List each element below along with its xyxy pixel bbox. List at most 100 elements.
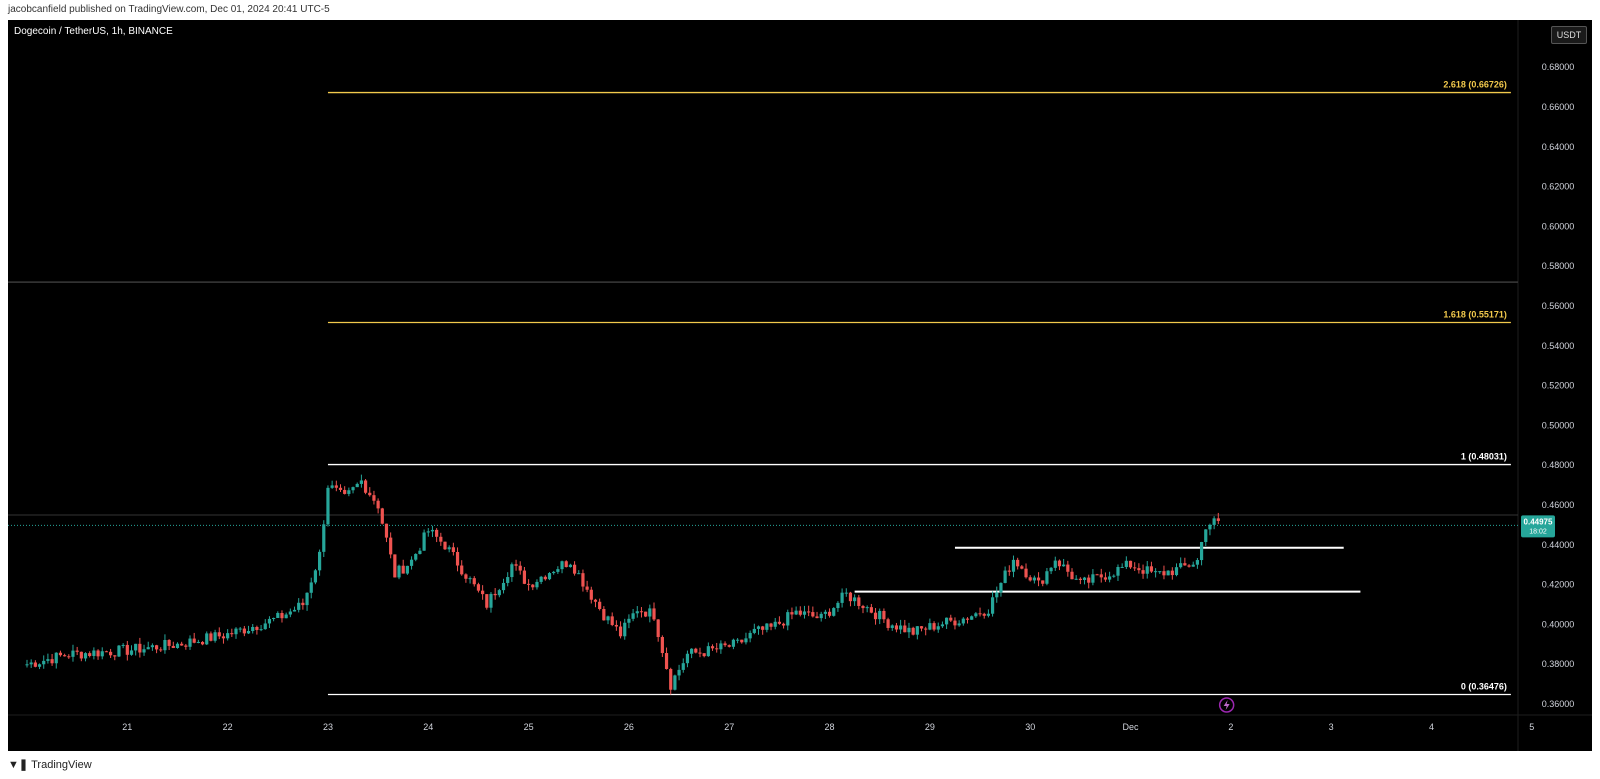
candle-body (184, 645, 188, 647)
candle-body (159, 649, 163, 651)
candle-body (769, 623, 773, 627)
tradingview-logo-icon: ▼❚ (8, 759, 29, 771)
candle-body (37, 664, 42, 667)
candle-body (351, 487, 355, 491)
candle-body (200, 641, 205, 645)
candle-body (489, 593, 493, 608)
candle-body (280, 612, 284, 619)
candle-body (748, 632, 752, 639)
candle-body (1187, 565, 1191, 567)
candle-body (798, 610, 802, 615)
candle-body (121, 644, 125, 646)
candle-body (606, 616, 610, 621)
candle-body (1099, 574, 1103, 578)
candle-body (63, 655, 67, 657)
candle-body (656, 619, 660, 638)
candle-body (723, 643, 727, 646)
candle-body (401, 565, 405, 574)
candle-body (1128, 560, 1133, 568)
candle-body (439, 536, 443, 542)
candle-body (384, 523, 389, 538)
candle-body (1133, 567, 1137, 569)
y-tick-label: 0.44000 (1542, 540, 1575, 550)
candle-body (397, 565, 401, 578)
candle-body (940, 624, 945, 627)
candle-body (539, 576, 543, 582)
candle-body (1003, 570, 1007, 583)
candle-body (501, 582, 506, 591)
candle-body (476, 584, 481, 591)
candle-body (1108, 576, 1112, 580)
candle-body (472, 578, 476, 585)
candle-body (644, 611, 648, 617)
candle-body (447, 547, 451, 550)
candle-body (443, 541, 447, 550)
candle-body (648, 608, 652, 617)
candle-body (29, 662, 33, 665)
candle-body (773, 621, 777, 627)
candle-body (154, 645, 159, 650)
candle-body (1011, 559, 1016, 572)
candle-body (572, 564, 577, 574)
candle-body (585, 586, 589, 590)
candle-body (493, 593, 497, 596)
x-tick-label: 23 (323, 722, 333, 732)
candle-body (226, 633, 230, 639)
candle-body (577, 573, 581, 575)
candle-body (727, 645, 731, 647)
fib-level-label: 2.618 (0.66726) (1443, 80, 1507, 90)
candle-body (1191, 564, 1195, 567)
candle-body (631, 613, 635, 619)
currency-button[interactable]: USDT (1551, 26, 1587, 44)
candle-body (1074, 578, 1078, 580)
lightning-icon[interactable] (1218, 697, 1235, 713)
candle-body (389, 537, 393, 555)
candle-body (844, 592, 848, 594)
fib-level-label: 1 (0.48031) (1461, 452, 1507, 462)
candle-body (1204, 529, 1208, 543)
candle-body (242, 628, 246, 634)
candle-body (961, 618, 965, 624)
candle-body (1112, 575, 1116, 577)
candle-body (878, 610, 882, 620)
candle-body (83, 653, 88, 659)
y-tick-label: 0.50000 (1542, 420, 1575, 430)
range-lines (854, 546, 1361, 593)
x-tick-label: 28 (825, 722, 835, 732)
chart-area[interactable]: 2.618 (0.66726) 1.618 (0.55171) 1 (0.48031… (8, 20, 1592, 751)
candle-body (786, 612, 790, 626)
candle-body (903, 625, 907, 633)
candle-body (639, 611, 644, 613)
candle-body (46, 659, 50, 661)
y-tick-label: 0.46000 (1542, 500, 1575, 510)
candle-body (990, 597, 995, 614)
candle-body (58, 652, 63, 656)
candle-body (372, 495, 376, 501)
candle-body (1057, 560, 1062, 567)
candle-body (1082, 577, 1087, 580)
candle-body (338, 487, 343, 490)
candle-body (890, 625, 894, 628)
candle-body (1062, 564, 1066, 567)
candle-body (978, 613, 982, 615)
candle-body (309, 582, 313, 593)
candle-body (568, 564, 572, 568)
candle-body (213, 632, 217, 641)
candle-body (627, 618, 631, 623)
candle-body (936, 626, 940, 630)
candle-body (230, 633, 234, 635)
candle-body (217, 632, 221, 637)
candle-body (96, 650, 100, 657)
candle-body (869, 607, 873, 613)
candle-body (146, 647, 150, 650)
x-tick-label: 27 (724, 722, 734, 732)
chart-canvas[interactable]: 2.618 (0.66726) 1.618 (0.55171) 1 (0.48031… (8, 20, 1592, 751)
candle-body (221, 636, 226, 639)
candle-body (1141, 570, 1145, 574)
candle-body (974, 613, 978, 617)
candle-body (802, 611, 807, 615)
y-tick-label: 0.52000 (1542, 381, 1575, 391)
tradingview-footer[interactable]: ▼❚ TradingView (8, 758, 92, 771)
candle-body (188, 638, 192, 647)
candle-body (54, 652, 58, 664)
